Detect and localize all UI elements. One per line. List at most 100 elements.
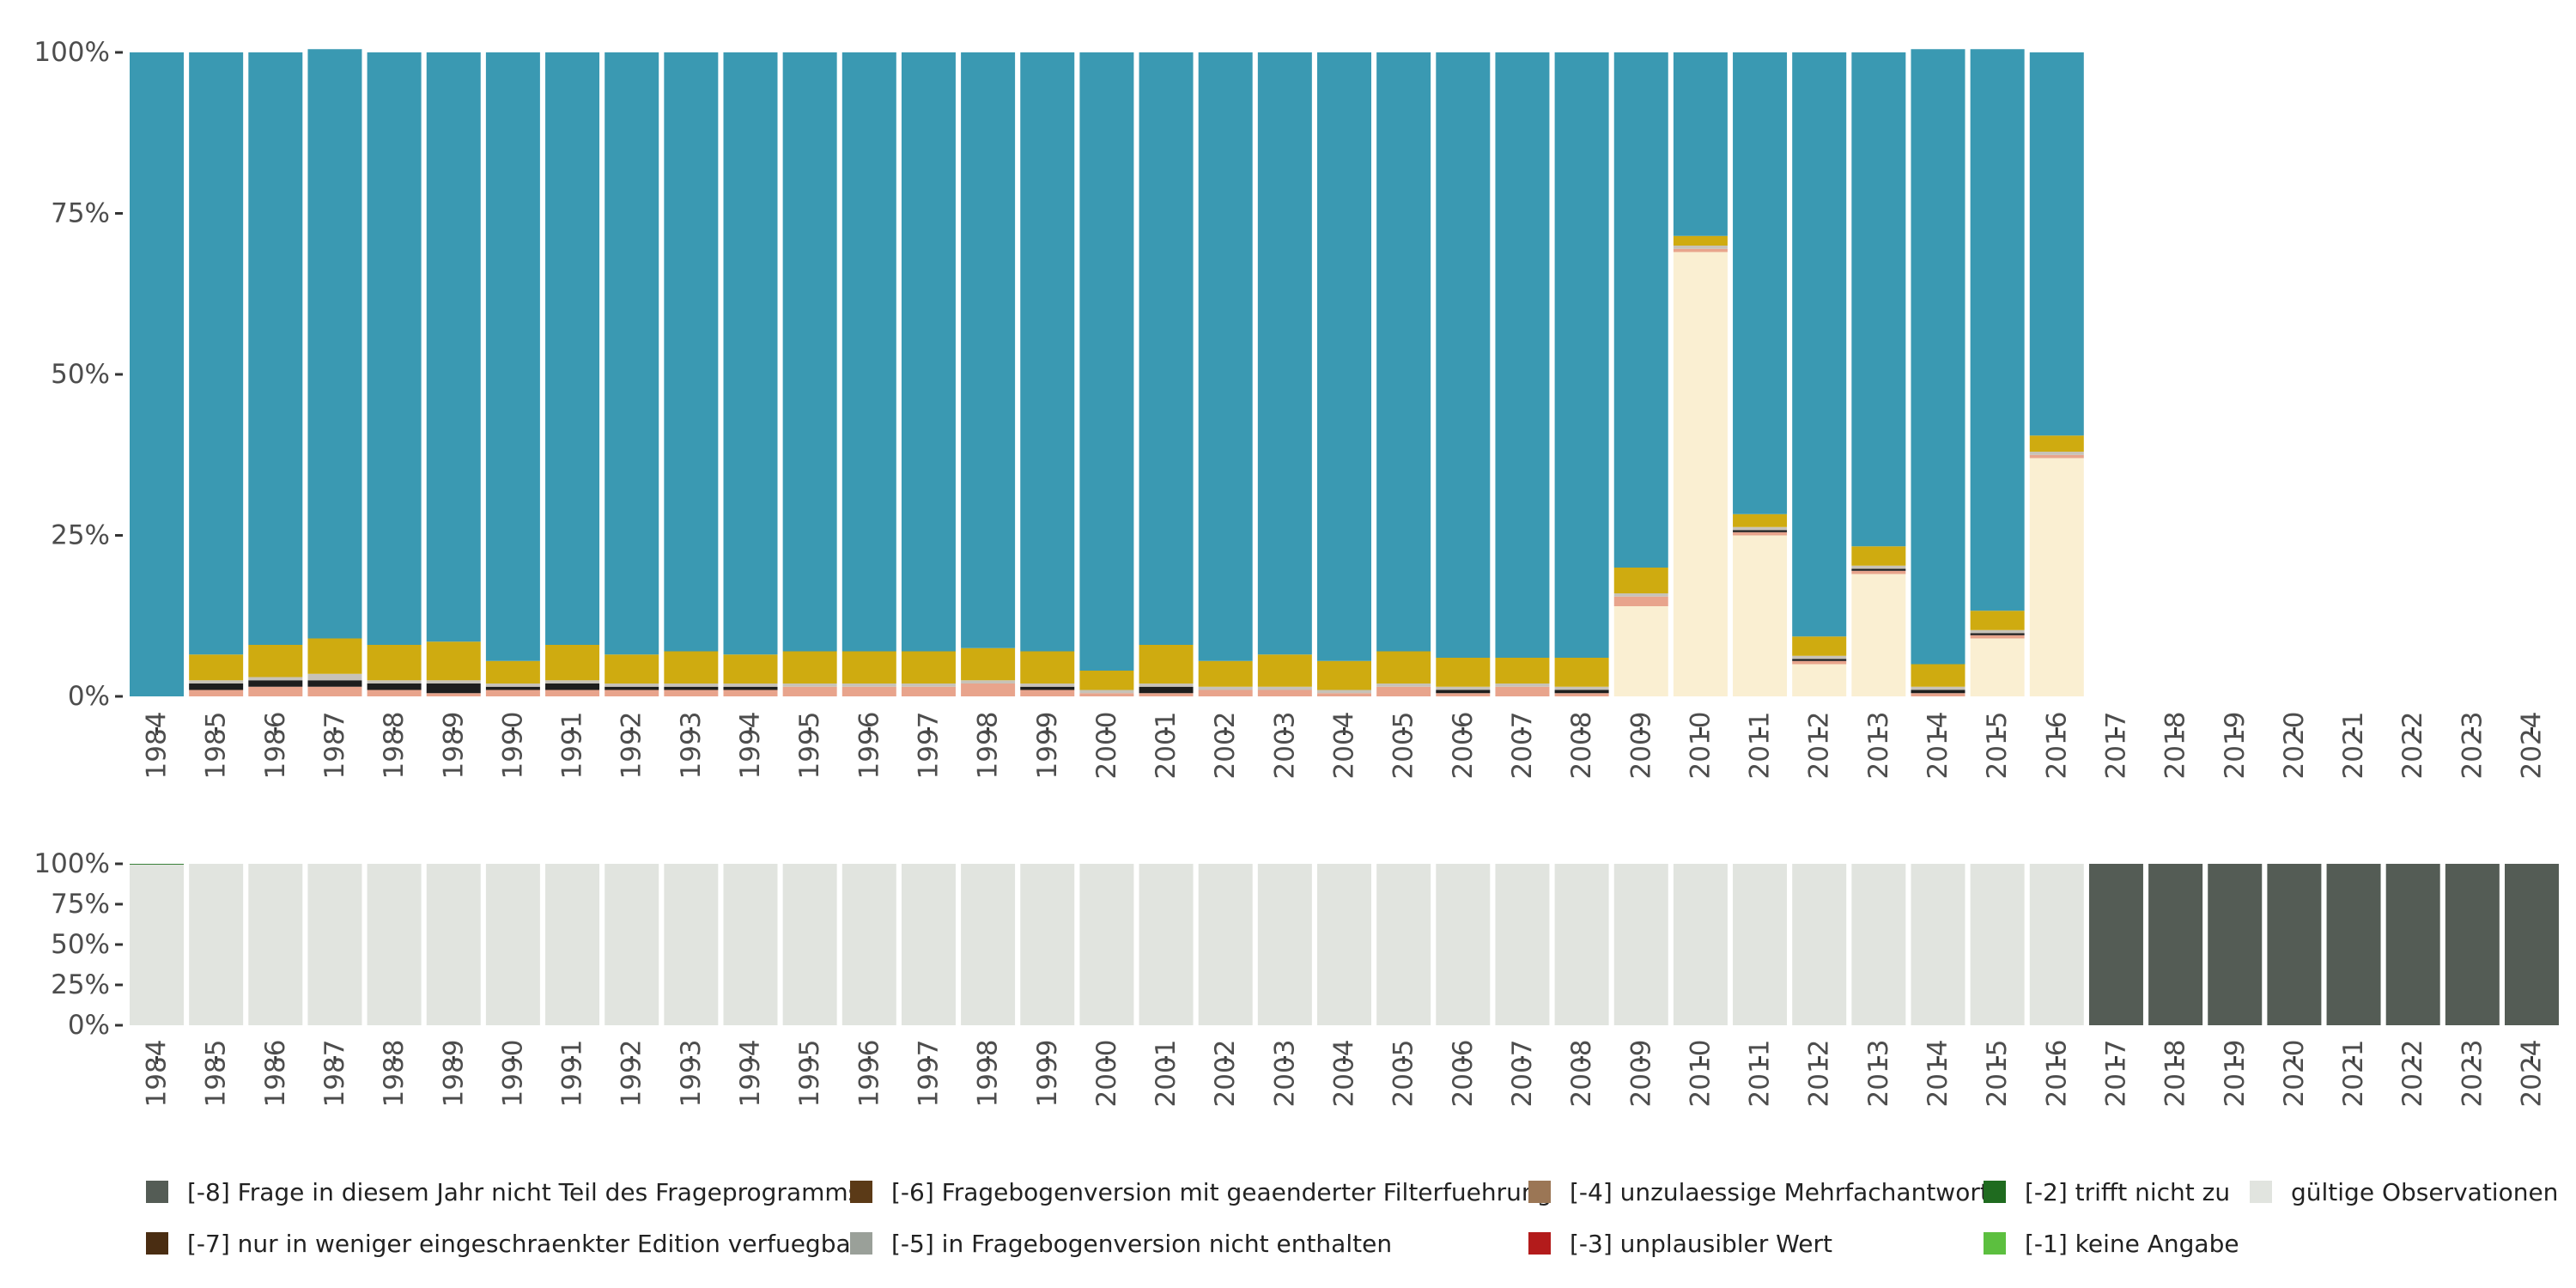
top-y-tick-label: 75% [51,198,110,229]
bottom-bar-segment [2088,864,2143,1025]
bottom-bar-segment [1673,864,1728,1025]
legend-swatch [146,1181,168,1203]
bottom-bar-segment [1436,864,1491,1025]
legend-item: [-5] in Fragebogenversion nicht enthalte… [850,1226,1528,1261]
bottom-bar-segment [2148,864,2203,1025]
top-bar-segment [1079,671,1134,690]
top-bar-segment [130,52,184,696]
legend-label: gültige Observationen [2291,1177,2559,1206]
top-bar-segment [664,683,719,687]
top-x-tick-label: 2018 [2160,712,2191,780]
top-bar-segment [1139,693,1194,696]
top-bar-segment [1198,690,1253,696]
top-bar-segment [1079,693,1134,696]
top-x-tick-label: 1987 [319,712,350,780]
bottom-x-tick-label: 1999 [1032,1040,1063,1108]
legend-item: [-8] Frage in diesem Jahr nicht Teil des… [146,1175,860,1209]
top-bar-segment [1198,52,1253,661]
top-bar-segment [1792,659,1847,661]
top-bar-segment [1436,686,1491,690]
bottom-x-tick-label: 2010 [1685,1040,1716,1108]
top-bar-segment [1733,513,1788,527]
top-bar-segment [2029,454,2084,459]
top-bar-segment [1317,660,1371,690]
top-bar-segment [1139,52,1194,645]
bottom-bar-segment [782,864,837,1025]
top-bar-segment [1139,683,1194,687]
top-x-tick-label: 1995 [794,712,825,780]
top-bar-segment [664,651,719,683]
bottom-bar-segment [1911,864,1965,1025]
top-x-tick-label: 2014 [1923,712,1953,780]
bottom-bar-segment [664,864,719,1025]
top-bar-segment [664,690,719,696]
bottom-bar-segment [1554,864,1609,1025]
top-bar-segment [841,651,896,683]
top-bar-segment [1020,690,1075,696]
bottom-bar-segment [189,864,244,1025]
top-bar-segment [782,683,837,687]
top-x-tick-label: 2009 [1625,712,1656,780]
bottom-bar-segment [2267,864,2322,1025]
legend-swatch [850,1232,872,1255]
top-bar-segment [1079,52,1134,671]
top-y-tick-label: 50% [51,359,110,390]
bottom-bar-segment [2326,864,2381,1025]
top-bar-segment [1317,690,1371,694]
top-bar-segment [1851,570,1906,574]
top-bar-segment [307,638,362,674]
bottom-bar-segment [1257,864,1312,1025]
legend-label: [-6] Fragebogenversion mit geaenderter F… [891,1177,1552,1206]
top-x-tick-label: 1989 [438,712,469,780]
top-bar-segment [1436,693,1491,696]
top-bar-segment [1317,693,1371,696]
bottom-x-tick-label: 2018 [2160,1040,2191,1108]
top-bar-segment [426,680,481,683]
bottom-bar-segment [1020,864,1075,1025]
top-bar-segment [1613,52,1668,568]
top-x-tick-label: 1991 [557,712,588,780]
bottom-x-tick-label: 2020 [2279,1040,2310,1108]
top-bar-segment [1317,52,1371,661]
top-bar-segment [901,683,956,687]
top-x-tick-label: 1993 [676,712,707,780]
bottom-y-tick-label: 100% [33,848,110,879]
top-x-tick-label: 1996 [854,712,884,780]
bottom-x-tick-label: 1996 [854,1040,884,1108]
bottom-bar-segment [2029,864,2084,1025]
top-x-tick-label: 2013 [1863,712,1894,780]
top-bar-segment [901,52,956,652]
top-bar-segment [367,645,422,681]
top-bar-segment [1851,565,1906,569]
bottom-bar-segment [1851,864,1906,1025]
top-x-tick-label: 2020 [2279,712,2310,780]
top-x-tick-label: 2023 [2457,712,2488,780]
top-bar-segment [1139,645,1194,683]
top-bar-segment [723,654,778,683]
top-bar-segment [1851,52,1906,547]
top-bar-segment [961,647,1016,681]
top-x-tick-label: 1992 [617,712,647,780]
legend-label: [-4] unzulaessige Mehrfachantwort [1570,1177,1990,1206]
top-x-tick-label: 2015 [1982,712,2013,780]
top-y-tick-label: 25% [51,520,110,551]
top-bar-segment [545,52,600,645]
top-x-tick-label: 1988 [379,712,410,780]
top-bar-segment [1257,690,1312,696]
legend: [-8] Frage in diesem Jahr nicht Teil des… [146,1175,2567,1261]
top-bar-segment [1495,52,1550,658]
legend-label: [-1] keine Angabe [2025,1229,2239,1258]
bottom-x-tick-label: 1990 [497,1040,528,1108]
bottom-y-tick-label: 75% [51,889,110,920]
top-bar-segment [1970,638,2025,696]
top-bar-segment [485,52,540,661]
top-bar-segment [307,680,362,687]
bottom-x-tick-label: 2014 [1923,1040,1953,1108]
bottom-x-tick-label: 1991 [557,1040,588,1108]
bottom-bar-segment [485,864,540,1025]
top-bar-segment [485,686,540,690]
bottom-x-tick-label: 2023 [2457,1040,2488,1108]
top-x-tick-label: 2008 [1566,712,1597,780]
top-x-tick-label: 2011 [1745,712,1776,780]
top-bar-segment [189,680,244,683]
